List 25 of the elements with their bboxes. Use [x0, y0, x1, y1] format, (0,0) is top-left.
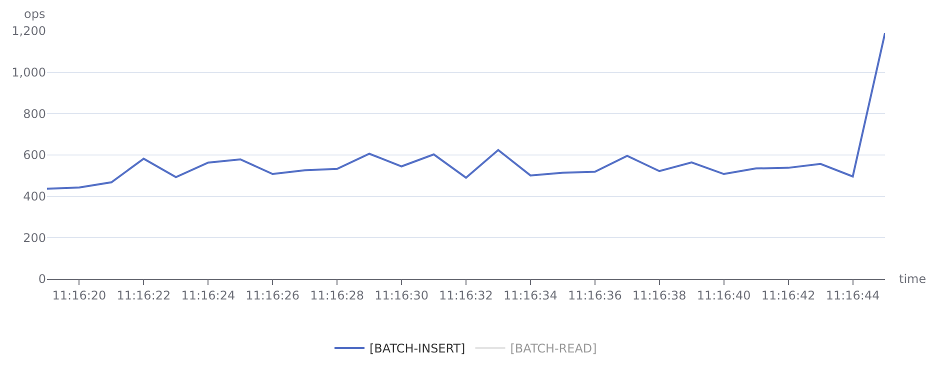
x-tick-label: 11:16:32	[439, 288, 493, 302]
line-series	[47, 32, 885, 190]
y-tick-label: 1,200	[12, 24, 46, 38]
x-tick-label: 11:16:30	[374, 288, 428, 302]
y-tick-label: 1,000	[12, 66, 46, 80]
legend-label: [BATCH-READ]	[510, 342, 597, 356]
y-tick-label: 200	[23, 230, 46, 245]
x-tick-label: 11:16:20	[52, 288, 106, 302]
x-tick-label: 11:16:34	[504, 288, 558, 302]
x-tick-label: 11:16:22	[116, 288, 171, 302]
x-tick-label: 11:16:24	[181, 288, 236, 302]
x-axis-title: time	[899, 272, 926, 286]
x-tick-label: 11:16:26	[246, 288, 300, 302]
x-tick-label: 11:16:36	[568, 288, 622, 302]
y-tick-label: 400	[23, 190, 46, 204]
x-tick-label: 11:16:38	[632, 288, 686, 302]
x-tick-label: 11:16:42	[761, 288, 816, 302]
x-tick-label: 11:16:40	[696, 288, 751, 302]
x-tick-label: 11:16:44	[826, 288, 880, 302]
y-tick-label: 800	[23, 106, 46, 121]
y-axis-title: ops	[24, 7, 46, 21]
y-tick-label: 0	[38, 272, 46, 286]
legend-label: [BATCH-INSERT]	[370, 342, 466, 356]
y-tick-label: 600	[23, 148, 46, 162]
x-tick-label: 11:16:28	[310, 288, 364, 302]
